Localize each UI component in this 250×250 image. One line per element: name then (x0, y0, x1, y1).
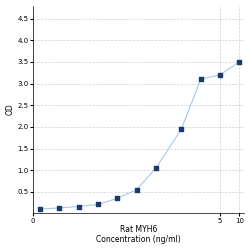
Point (180, 127, 184, 131)
Y-axis label: OD: OD (6, 104, 15, 116)
X-axis label: Rat MYH6
Concentration (ng/ml): Rat MYH6 Concentration (ng/ml) (96, 225, 181, 244)
Point (218, 73, 222, 77)
Point (135, 188, 139, 192)
Point (38, 207, 42, 211)
Point (154, 166, 158, 170)
Point (115, 196, 119, 200)
Point (96, 202, 100, 206)
Point (237, 60, 241, 64)
Point (199, 77, 203, 81)
Point (77, 204, 81, 208)
Point (57, 206, 61, 210)
